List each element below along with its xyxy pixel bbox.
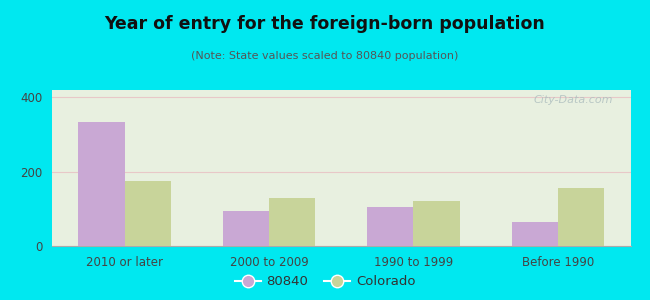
Bar — [78, 122, 125, 246]
Bar — [558, 188, 605, 246]
Text: (Note: State values scaled to 80840 population): (Note: State values scaled to 80840 popu… — [191, 51, 459, 61]
Bar — [269, 198, 315, 246]
Text: Year of entry for the foreign-born population: Year of entry for the foreign-born popul… — [105, 15, 545, 33]
Bar — [413, 201, 460, 246]
Legend: 80840, Colorado: 80840, Colorado — [229, 270, 421, 293]
Text: City-Data.com: City-Data.com — [534, 95, 613, 105]
Bar — [367, 207, 413, 246]
Bar — [223, 211, 269, 246]
Bar — [125, 181, 171, 246]
Bar — [512, 222, 558, 246]
